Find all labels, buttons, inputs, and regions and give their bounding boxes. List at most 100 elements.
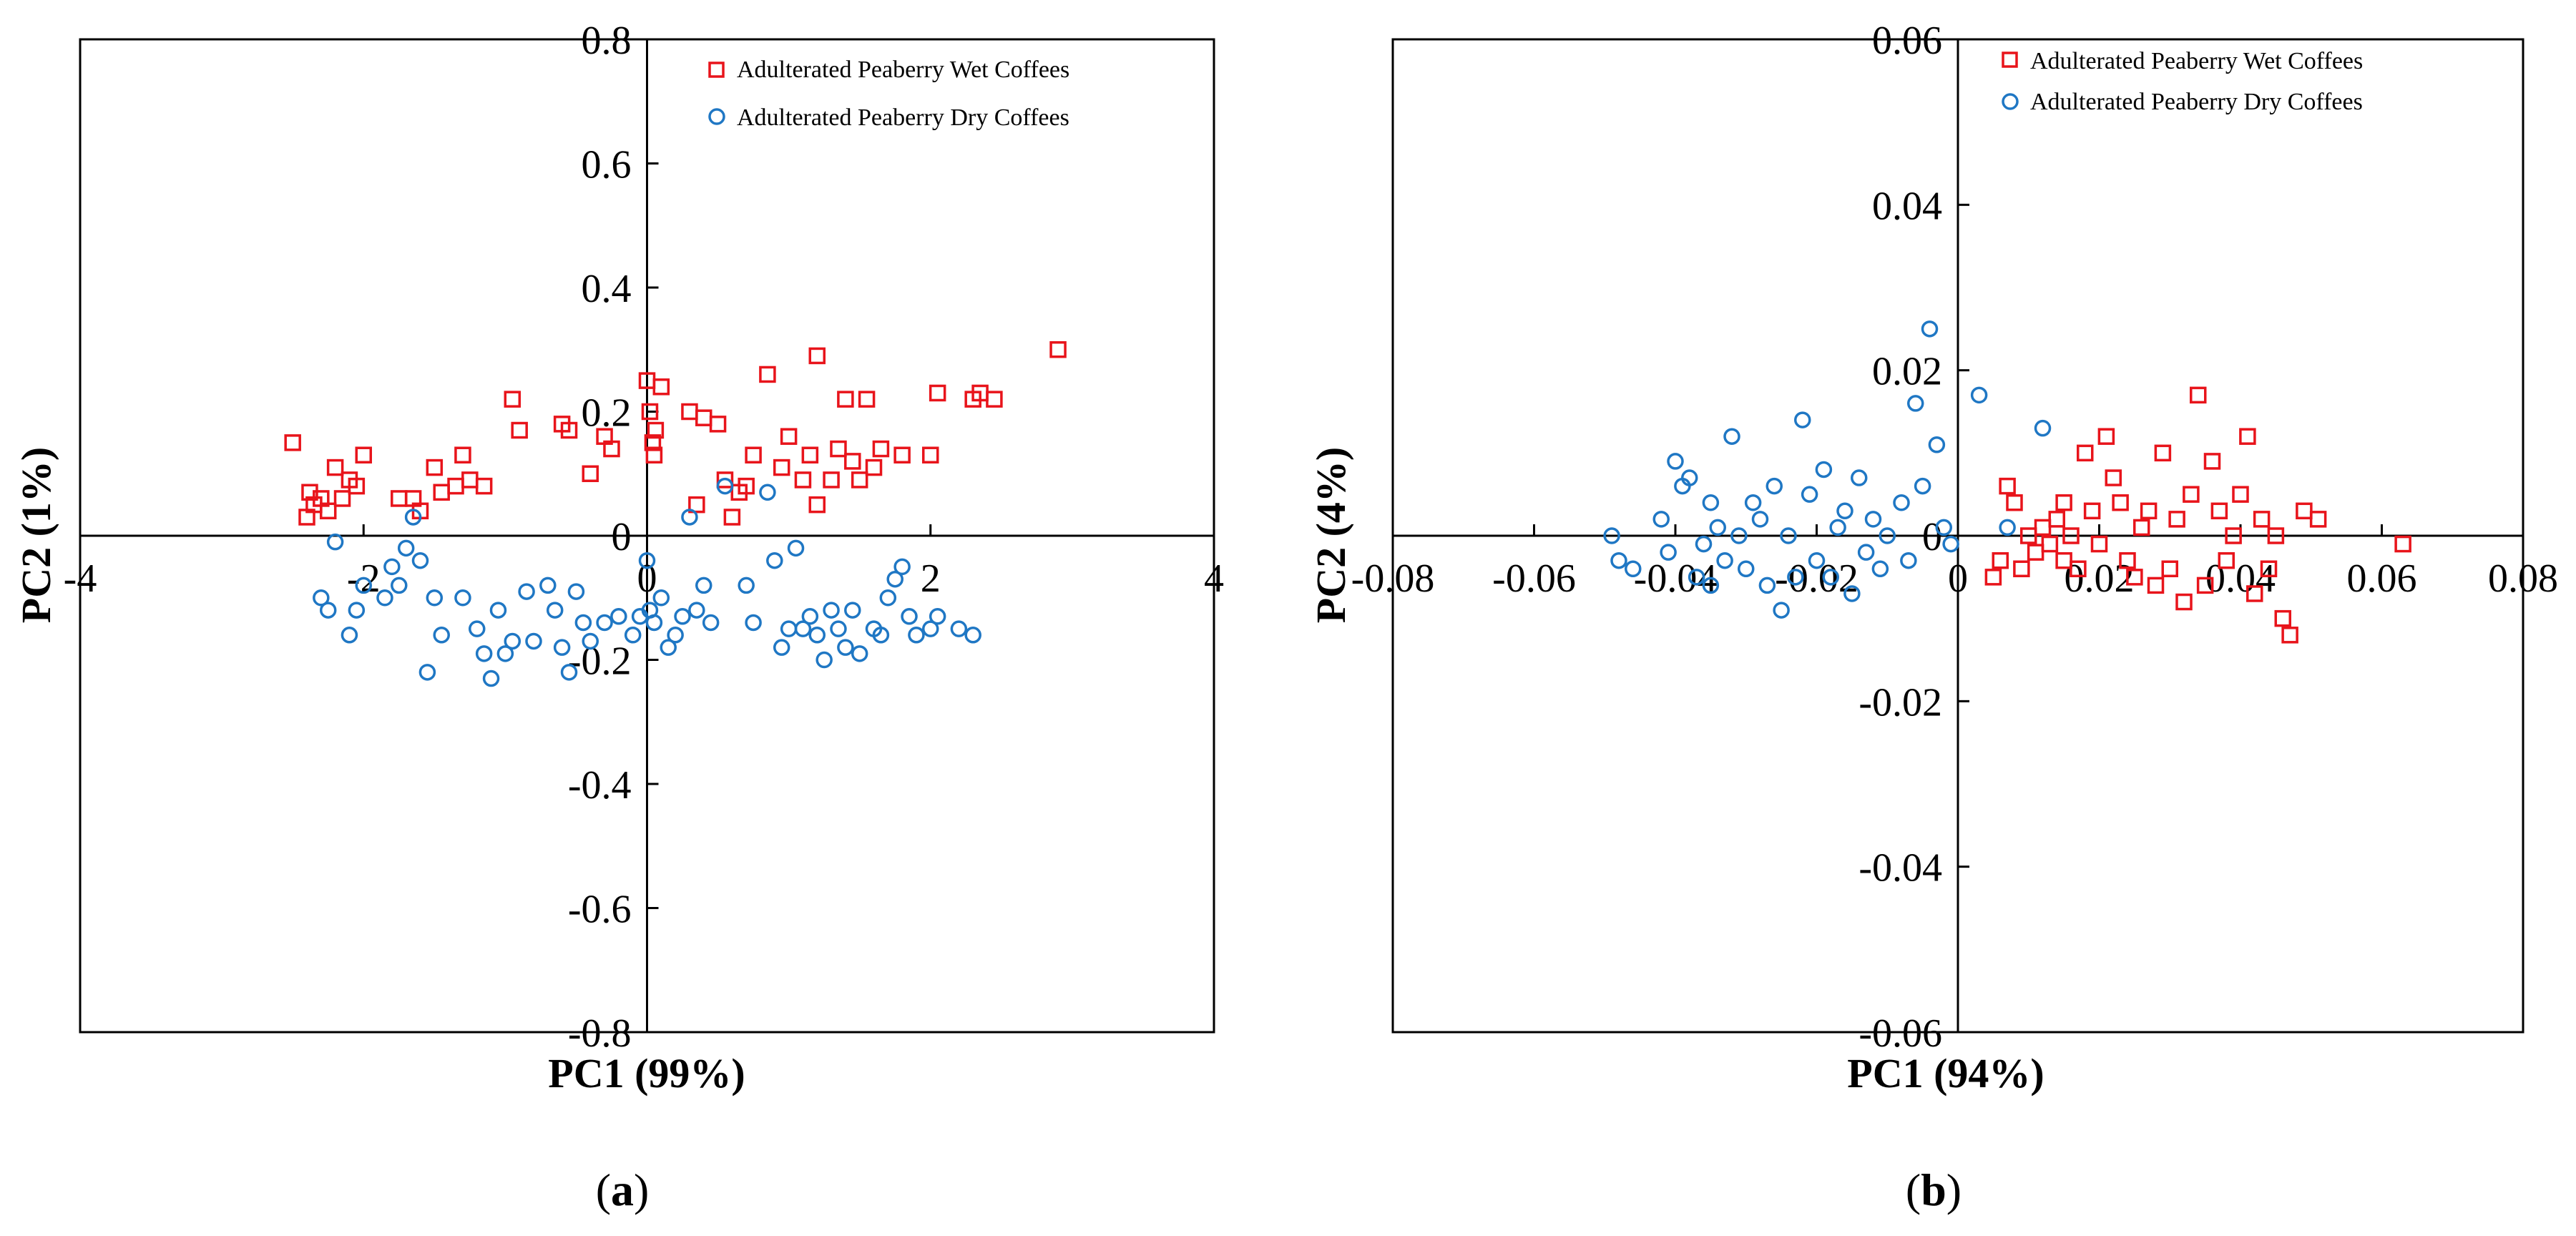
dry-coffee-point [326,533,344,551]
wet-coffee-point [723,509,741,526]
legend-label-wet: Adulterated Peaberry Wet Coffees [2030,48,2363,74]
dry-coffee-point [518,583,535,600]
wet-coffee-point [2309,511,2327,528]
wet-coffee-point [858,391,876,408]
dry-coffee-point [773,639,790,656]
dry-coffee-point [816,651,833,669]
x-axis-label-a: PC1 (99%) [548,1050,745,1097]
wet-coffee-point [872,440,890,458]
wet-coffee-point [355,446,372,464]
wet-coffee-point [986,391,1003,408]
wet-coffee-point [2090,535,2108,553]
wet-coffee-point [759,366,776,383]
wet-coffee-point [2281,627,2298,644]
wet-coffee-point [773,458,790,476]
wet-coffee-point [808,496,826,514]
wet-coffee-point [2296,502,2313,520]
panel-b: -0.08 -0.06 -0.04 -0.02 0 0.02 0.04 0.06 0.08 -0… [1308,19,2558,1215]
panel-letter-a: a [611,1164,634,1215]
dry-coffee-point [1836,502,1853,520]
wet-coffee-point [2140,502,2158,520]
dry-coffee-point [1723,428,1740,445]
y-tick-label: -0.4 [568,763,632,808]
y-tick-label: 0.4 [582,267,632,311]
dry-coffee-point [1738,560,1755,578]
dry-coffee-point [1829,519,1846,536]
wet-coffee-point [929,384,946,402]
dry-coffee-point [638,551,656,569]
wet-coffee-point [2133,519,2150,536]
wet-coffee-point [830,440,847,458]
wet-coffee-point [284,434,301,451]
dry-coffee-point [1794,411,1811,428]
dry-coffee-point [922,620,939,637]
wet-coffee-point [2112,494,2129,511]
wet-coffee-point [2070,560,2087,578]
dry-coffee-point [574,614,592,632]
dry-coffee-point [391,577,408,594]
legend-label-wet: Adulterated Peaberry Wet Coffees [737,57,1069,83]
y-tick-label: 0 [612,515,632,559]
wet-coffee-point [738,477,755,495]
wet-coffee-point [844,453,861,470]
dry-coffee-point [1603,527,1620,544]
dry-coffee-point [1801,486,1818,503]
dry-coffee-point [1999,519,2016,536]
wet-coffee-point [2183,486,2200,503]
wet-coffee-point [2126,569,2143,586]
dry-coffee-point [893,558,911,576]
legend-circle-icon [2002,93,2019,110]
dry-coffee-point [525,632,542,650]
dry-coffee-point [645,614,663,632]
x-tick-label: 0.06 [2347,556,2417,601]
wet-coffee-point [391,490,408,507]
wet-coffee-point [319,502,337,520]
dry-coffee-point [376,589,393,607]
dry-coffee-point [837,639,854,656]
y-tick-label: -0.02 [1858,680,1942,725]
dry-coffee-point [1730,527,1748,544]
wet-coffee-point [823,471,840,489]
dry-coffee-point [1921,320,1939,338]
y-tick-label: 0.8 [582,19,632,63]
dry-coffee-point [908,627,925,644]
wet-coffee-point [2175,593,2193,611]
wet-coffee-point [2267,527,2285,544]
dry-coffee-point [964,627,981,644]
wet-coffee-point [716,471,734,489]
wet-coffee-point [426,458,444,476]
wet-coffee-point [603,440,620,458]
dry-coffee-point [1780,527,1797,544]
y-tick-label: 0.04 [1872,184,1942,228]
wet-coffee-point [794,471,812,489]
wet-coffee-point [681,403,698,421]
dry-coffee-point [1681,469,1698,486]
dry-coffee-point [823,602,840,619]
wet-coffee-point [475,477,493,495]
dry-coffee-point [475,645,493,662]
dry-coffee-point [929,608,946,625]
wet-coffee-point [2274,609,2291,627]
wet-coffee-point [2105,469,2122,486]
dry-coffee-point [582,632,599,650]
dry-coffee-point [808,627,826,644]
y-axis-label-b: PC2 (4%) [1308,447,1354,623]
dry-coffee-point [1766,477,1783,495]
dry-coffee-point [660,639,677,656]
y-tick-label: -0.2 [568,639,632,684]
wet-coffee-point [645,446,663,464]
dry-coffee-point [1942,535,1959,553]
y-tick-label: -0.8 [568,1011,632,1056]
dry-coffee-point [469,620,486,637]
wet-coffee-point [647,421,665,439]
panel-label-b: (b) [1906,1164,1962,1215]
wet-coffee-point [893,446,911,464]
dry-coffee-point [667,627,684,644]
dry-coffee-point [624,627,642,644]
wet-coffee-point [688,496,705,514]
dry-coffee-point [454,589,471,607]
wet-coffee-point [2119,551,2136,569]
dry-coffee-point [794,620,812,637]
wet-coffee-point [1992,551,2009,569]
